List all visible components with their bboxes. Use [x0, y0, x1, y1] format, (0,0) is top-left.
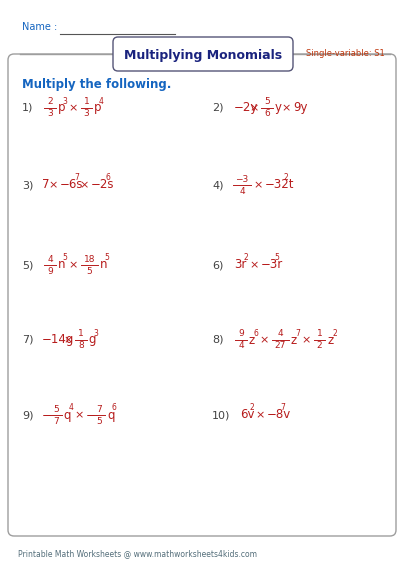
Text: Name :: Name : — [22, 22, 60, 32]
Text: ×: × — [282, 103, 291, 113]
Text: ×: × — [49, 180, 58, 190]
Text: 2: 2 — [332, 328, 337, 338]
Text: 2: 2 — [249, 404, 254, 412]
Text: Multiply the following.: Multiply the following. — [22, 78, 171, 91]
Text: Multiplying Monomials: Multiplying Monomials — [124, 50, 282, 63]
Text: Single-variable: S1: Single-variable: S1 — [306, 50, 385, 59]
Text: 2): 2) — [212, 103, 224, 113]
Text: 5: 5 — [87, 267, 92, 275]
Text: 1: 1 — [78, 329, 84, 339]
Text: 3: 3 — [83, 109, 89, 119]
Text: ×: × — [68, 103, 78, 113]
Text: 8: 8 — [78, 342, 84, 351]
Text: 5: 5 — [53, 404, 59, 414]
Text: ×: × — [255, 410, 265, 420]
Text: ×: × — [249, 260, 259, 270]
Text: 7: 7 — [96, 404, 102, 414]
Text: 1: 1 — [83, 97, 89, 107]
Text: 7: 7 — [42, 179, 49, 191]
Text: 9: 9 — [238, 329, 244, 339]
FancyBboxPatch shape — [8, 54, 396, 536]
Text: 7: 7 — [281, 404, 286, 412]
Text: −: − — [42, 408, 52, 422]
Text: 1: 1 — [317, 329, 322, 339]
Text: q: q — [64, 408, 71, 422]
Text: z: z — [291, 334, 297, 347]
Text: −8v: −8v — [266, 408, 290, 422]
Text: z: z — [327, 334, 334, 347]
Text: 6: 6 — [254, 328, 258, 338]
Text: −3r: −3r — [260, 259, 283, 271]
Text: 2: 2 — [47, 97, 53, 107]
Text: n: n — [58, 259, 65, 271]
Text: 2: 2 — [284, 173, 288, 183]
Text: n: n — [100, 259, 107, 271]
Text: −: − — [85, 408, 95, 422]
Text: 3: 3 — [62, 97, 68, 105]
FancyBboxPatch shape — [113, 37, 293, 71]
Text: −32t: −32t — [264, 179, 294, 191]
Text: 3: 3 — [94, 328, 98, 338]
Text: 5): 5) — [22, 260, 33, 270]
Text: 9): 9) — [22, 410, 34, 420]
Text: 3r: 3r — [234, 259, 246, 271]
Text: q: q — [107, 408, 115, 422]
Text: 7: 7 — [74, 173, 79, 183]
Text: 4: 4 — [238, 342, 244, 351]
Text: 4: 4 — [68, 404, 73, 412]
Text: 4: 4 — [47, 255, 53, 263]
Text: 1): 1) — [22, 103, 33, 113]
Text: 4: 4 — [239, 187, 245, 195]
Text: 5: 5 — [62, 253, 68, 263]
Text: 5: 5 — [264, 97, 270, 107]
Text: ×: × — [75, 410, 84, 420]
Text: 6: 6 — [264, 109, 270, 119]
Text: −3: −3 — [235, 175, 249, 184]
Text: 4: 4 — [99, 97, 104, 105]
Text: ×: × — [259, 335, 269, 345]
Text: 6): 6) — [212, 260, 224, 270]
Text: z: z — [249, 334, 255, 347]
Text: 7: 7 — [296, 328, 301, 338]
Text: 6: 6 — [112, 404, 117, 412]
Text: 2: 2 — [317, 342, 322, 351]
Text: 8): 8) — [212, 335, 224, 345]
Text: 18: 18 — [83, 255, 95, 263]
Text: −2s: −2s — [91, 179, 114, 191]
Text: −2y: −2y — [234, 101, 258, 115]
Text: ×: × — [63, 335, 72, 345]
Text: 6v: 6v — [240, 408, 254, 422]
Text: 2: 2 — [243, 253, 248, 263]
Text: ×: × — [254, 180, 263, 190]
Text: g: g — [89, 334, 96, 347]
Text: 5: 5 — [105, 253, 110, 263]
Text: −14g: −14g — [42, 334, 75, 347]
Text: 7): 7) — [22, 335, 34, 345]
Text: 10): 10) — [212, 410, 230, 420]
Text: 3: 3 — [47, 109, 53, 119]
Text: ×: × — [249, 103, 259, 113]
Text: 5: 5 — [275, 253, 279, 263]
Text: 7: 7 — [53, 416, 59, 426]
Text: y: y — [275, 101, 282, 115]
Text: ×: × — [80, 180, 89, 190]
Text: p: p — [94, 101, 102, 115]
Text: 6: 6 — [105, 173, 110, 183]
Text: 9: 9 — [47, 267, 53, 275]
Text: 3): 3) — [22, 180, 33, 190]
Text: Printable Math Worksheets @ www.mathworksheets4kids.com: Printable Math Worksheets @ www.mathwork… — [18, 549, 257, 558]
Text: −6s: −6s — [60, 179, 83, 191]
Text: 4): 4) — [212, 180, 224, 190]
Text: ×: × — [68, 260, 78, 270]
Text: 9y: 9y — [293, 101, 307, 115]
Text: ×: × — [301, 335, 311, 345]
Text: 5: 5 — [96, 416, 102, 426]
Text: 4: 4 — [277, 329, 283, 339]
Text: 27: 27 — [275, 342, 286, 351]
Text: p: p — [58, 101, 65, 115]
